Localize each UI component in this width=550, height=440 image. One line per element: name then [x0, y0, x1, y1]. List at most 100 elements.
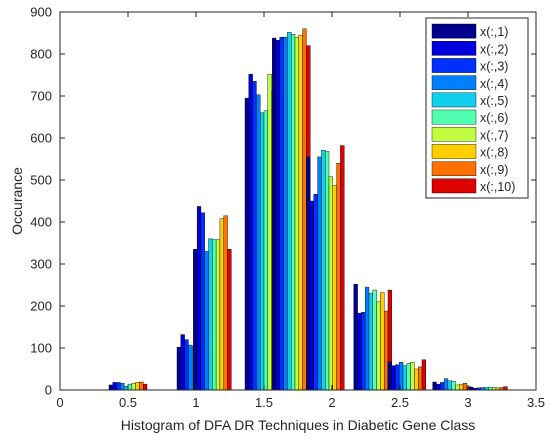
- bar-series-10-bin-3: [227, 249, 232, 391]
- bar-series-10-bin-10: [503, 386, 508, 391]
- plot-frame: [59, 11, 537, 391]
- bar-series-2-bin-9: [436, 383, 441, 391]
- legend-label: x(:,8): [480, 146, 508, 160]
- bar-series-5-bin-4: [260, 112, 265, 391]
- x-tick-label: 3: [464, 395, 471, 410]
- legend-swatch: [431, 126, 477, 142]
- legend-swatch: [431, 41, 477, 56]
- bar-series-1-bin-9: [432, 381, 437, 391]
- y-tick-label: 700: [30, 89, 52, 104]
- bar-series-10-bin-6: [340, 145, 345, 391]
- y-tick-label: 100: [30, 341, 52, 356]
- legend-swatch: [431, 178, 477, 194]
- bar-series-9-bin-3: [223, 215, 228, 391]
- y-tick-label: 800: [30, 47, 52, 62]
- legend-label: x(:,3): [480, 60, 508, 74]
- bar-series-6-bin-5: [291, 34, 296, 391]
- bar-series-10-bin-1: [142, 383, 148, 391]
- bar-series-3-bin-7: [361, 312, 366, 391]
- bar-series-5-bin-3: [208, 238, 213, 391]
- bar-series-8-bin-3: [219, 218, 224, 391]
- bar-series-6-bin-8: [406, 363, 411, 391]
- bar-series-1-bin-7: [353, 283, 358, 391]
- bar-series-3-bin-5: [279, 37, 284, 391]
- bar-series-4-bin-5: [283, 37, 288, 391]
- legend-swatch: [431, 144, 477, 159]
- y-tick-label: 0: [45, 383, 52, 398]
- bar-series-7-bin-4: [267, 73, 272, 391]
- legend-swatch: [431, 23, 477, 39]
- bar-series-1-bin-2: [176, 346, 181, 391]
- bar-series-1-bin-1: [108, 384, 113, 391]
- bar-series-7-bin-9: [455, 384, 460, 391]
- bar-series-7-bin-3: [215, 239, 221, 391]
- bar-series-3-bin-8: [395, 364, 400, 391]
- legend-label: x(:,10): [480, 180, 515, 194]
- bar-series-5-bin-1: [123, 386, 129, 391]
- bar-series-2-bin-6: [309, 200, 314, 391]
- legend-label: x(:,2): [480, 42, 508, 56]
- bar-series-4-bin-6: [317, 156, 322, 391]
- bar-series-9-bin-6: [336, 162, 341, 391]
- y-tick-label: 600: [30, 131, 52, 146]
- bar-series-3-bin-3: [200, 212, 205, 391]
- bar-series-9-bin-7: [384, 310, 389, 391]
- bar-series-6-bin-7: [372, 289, 377, 391]
- bar-series-6-bin-9: [451, 380, 456, 391]
- bar-series-6-bin-3: [212, 239, 217, 391]
- bar-series-3-bin-6: [313, 194, 318, 391]
- bars-layer: [108, 28, 508, 391]
- legend-label: x(:,1): [480, 25, 508, 39]
- bar-series-3-bin-2: [184, 339, 189, 391]
- bar-series-1-bin-6: [306, 156, 311, 391]
- legend-swatch: [431, 58, 477, 73]
- bar-series-2-bin-7: [357, 312, 362, 391]
- bar-series-8-bin-6: [332, 185, 337, 391]
- bar-series-8-bin-8: [414, 368, 419, 391]
- bar-series-1-bin-5: [272, 37, 277, 391]
- bar-series-3-bin-4: [252, 81, 257, 391]
- legend-label: x(:,4): [480, 77, 508, 91]
- bar-series-5-bin-8: [402, 365, 407, 391]
- y-tick-label: 400: [30, 215, 52, 230]
- bar-series-1-bin-3: [193, 249, 198, 391]
- bar-series-9-bin-1: [139, 381, 144, 391]
- bar-series-4-bin-2: [188, 344, 193, 391]
- bar-series-10-bin-8: [421, 359, 426, 391]
- bar-series-2-bin-4: [248, 73, 253, 391]
- bar-series-4-bin-7: [365, 286, 370, 391]
- x-tick-label: 2: [328, 395, 335, 410]
- bar-series-7-bin-7: [376, 301, 381, 391]
- bar-series-6-bin-6: [325, 151, 330, 391]
- y-tick-label: 500: [30, 173, 52, 188]
- bar-series-2-bin-8: [391, 365, 396, 391]
- x-tick-label: 0.5: [119, 395, 137, 410]
- bar-series-3-bin-1: [116, 382, 121, 391]
- legend-label: x(:,5): [480, 94, 508, 108]
- legend-label: x(:,9): [480, 163, 508, 177]
- y-tick-label: 900: [30, 5, 52, 20]
- legend-swatch: [431, 109, 477, 125]
- bar-series-7-bin-6: [328, 176, 333, 391]
- bar-series-4-bin-4: [256, 94, 261, 391]
- bar-series-2-bin-5: [275, 39, 280, 391]
- legend-label: x(:,7): [480, 128, 508, 142]
- legend: x(:,1) x(:,2) x(:,3) x(:,4) x(:,5) x(:,6) x(:,…: [425, 17, 529, 199]
- bar-series-5-bin-9: [447, 380, 452, 391]
- bar-series-9-bin-5: [302, 28, 307, 391]
- bar-series-5-bin-7: [368, 293, 373, 391]
- bar-series-4-bin-9: [443, 378, 449, 391]
- bar-series-7-bin-1: [131, 383, 136, 391]
- bar-series-3-bin-9: [440, 382, 445, 391]
- bar-series-6-bin-1: [127, 383, 132, 391]
- bar-series-8-bin-1: [135, 382, 140, 391]
- bar-series-4-bin-1: [120, 383, 125, 391]
- bar-series-7-bin-5: [294, 37, 299, 391]
- legend-swatch: [431, 161, 477, 177]
- bar-series-8-bin-9: [459, 383, 464, 391]
- x-tick-label: 1.5: [255, 395, 273, 410]
- bar-series-6-bin-4: [263, 110, 268, 391]
- bar-series-1-bin-8: [387, 361, 392, 391]
